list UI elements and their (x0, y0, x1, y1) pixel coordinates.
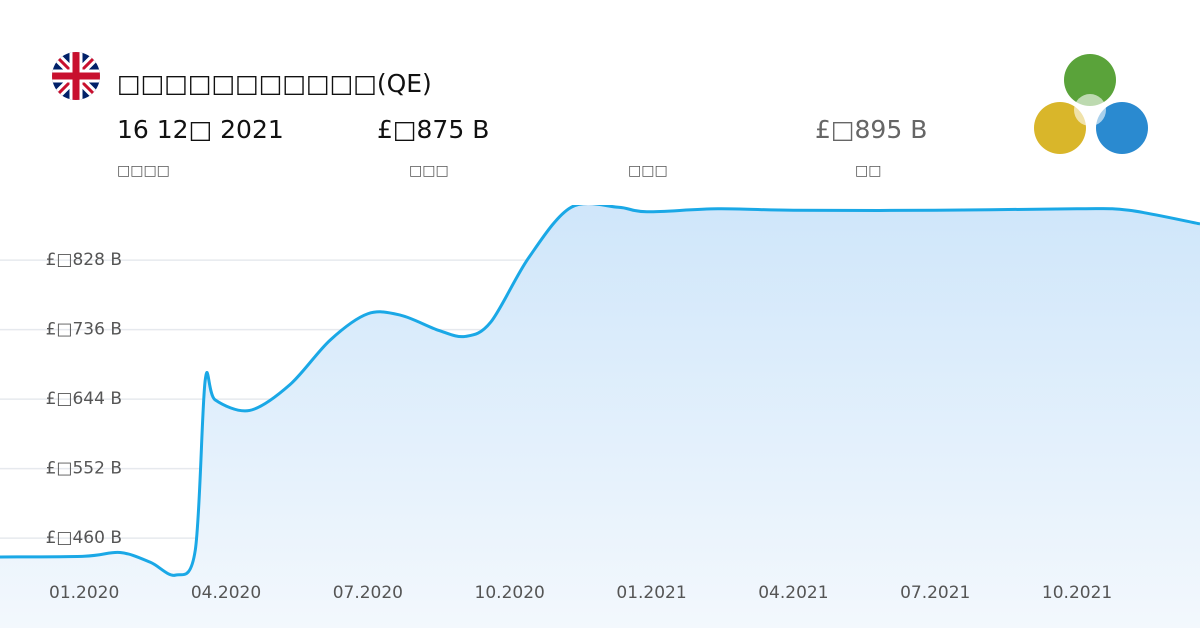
actual-label: □□□ (409, 163, 449, 179)
plot (0, 205, 1200, 628)
y-tick-label: £□644 B (46, 389, 122, 409)
y-tick-label: £□828 B (46, 250, 122, 270)
line (0, 205, 1200, 577)
title: □□□□□□□□□□□(QE) (117, 69, 432, 98)
y-tick-label: £□552 B (46, 459, 122, 479)
x-tick-label: 01.2021 (616, 583, 686, 603)
y-tick-label: £□460 B (46, 528, 122, 548)
date: 16 12□ 2021 (117, 115, 284, 144)
x-tick-label: 07.2021 (900, 583, 970, 603)
x-tick-label: 10.2021 (1042, 583, 1112, 603)
x-tick-label: 04.2021 (758, 583, 828, 603)
previous: £□895 B (815, 115, 927, 144)
flag (52, 52, 100, 100)
logo (1034, 54, 1148, 154)
y-tick-label: £□736 B (46, 320, 122, 340)
x-tick-label: 07.2020 (333, 583, 403, 603)
area (0, 205, 1200, 628)
forecast-label: □□□ (628, 163, 668, 179)
date-label: □□□□ (117, 163, 170, 179)
previous-label: □□ (855, 163, 881, 179)
actual: £□875 B (377, 115, 489, 144)
labels: £□460 B £□552 B £□644 B £□736 B £□828 B 01.20… (46, 250, 1113, 603)
x-tick-label: 04.2020 (191, 583, 261, 603)
x-tick-label: 01.2020 (49, 583, 119, 603)
x-tick-label: 10.2020 (475, 583, 545, 603)
